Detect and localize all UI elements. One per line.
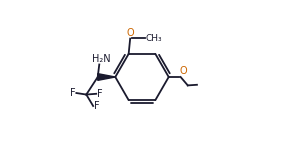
Text: F: F	[70, 88, 76, 98]
Text: H₂N: H₂N	[92, 54, 111, 64]
Polygon shape	[98, 74, 115, 80]
Text: CH₃: CH₃	[145, 34, 162, 43]
Text: O: O	[179, 66, 187, 76]
Text: F: F	[94, 101, 100, 111]
Text: O: O	[126, 28, 134, 38]
Text: F: F	[97, 89, 103, 99]
